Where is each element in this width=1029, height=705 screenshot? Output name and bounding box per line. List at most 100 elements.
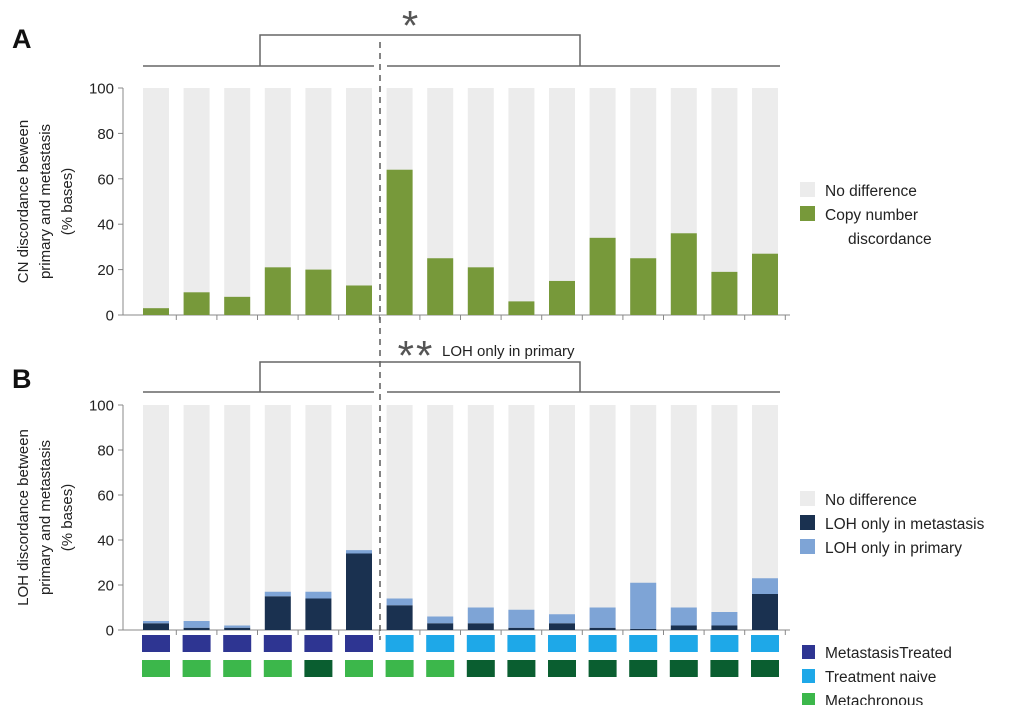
- annotation-synchronous-box: [548, 660, 576, 677]
- bar-cn-discordance: [467, 267, 494, 315]
- bar-loh-metastasis: [589, 627, 616, 630]
- annotation-naive-box: [710, 635, 739, 652]
- panel-label: A: [12, 24, 32, 54]
- panel-label: B: [12, 364, 32, 394]
- annotation-synchronous-box: [304, 660, 333, 677]
- annotation-legend-swatch: [802, 645, 815, 659]
- bar-cn-discordance: [589, 237, 616, 315]
- bar-cn-discordance: [752, 253, 778, 315]
- bar-no-difference: [427, 405, 454, 630]
- y-axis-label: LOH discordance between: [15, 429, 32, 606]
- bar-loh-primary: [305, 591, 332, 599]
- bar-loh-metastasis: [670, 625, 697, 630]
- annotation-synchronous-box: [669, 660, 698, 677]
- y-tick-label: 60: [97, 488, 114, 505]
- bar-loh-primary: [589, 607, 616, 628]
- y-tick-label: 20: [97, 578, 114, 595]
- bar-loh-metastasis: [752, 594, 778, 630]
- bar-loh-metastasis: [143, 623, 169, 630]
- legend-label: No difference: [825, 183, 917, 200]
- significance-marker: *: [402, 2, 418, 49]
- legend-label: LOH only in metastasis: [825, 516, 985, 533]
- legend-label: discordance: [848, 231, 932, 248]
- bar-loh-metastasis: [711, 625, 738, 630]
- legend-label: Copy number: [825, 207, 918, 224]
- y-tick-label: 20: [97, 262, 114, 279]
- annotation-synchronous-box: [710, 660, 739, 677]
- bar-cn-discordance: [670, 233, 697, 315]
- bar-loh-primary: [670, 607, 697, 626]
- bar-loh-primary: [711, 612, 738, 626]
- bar-no-difference: [386, 405, 413, 630]
- bar-loh-primary: [549, 614, 575, 624]
- annotation-naive-box: [466, 635, 495, 652]
- bar-cn-discordance: [508, 301, 535, 315]
- significance-bracket: [259, 34, 581, 66]
- bar-cn-discordance: [183, 292, 210, 315]
- annotation-treated-box: [223, 635, 252, 652]
- annotation-synchronous-box: [751, 660, 779, 677]
- bar-loh-primary: [467, 607, 494, 624]
- bar-no-difference: [467, 405, 494, 630]
- y-tick-label: 80: [97, 126, 114, 143]
- bar-loh-primary: [508, 609, 535, 628]
- y-tick-label: 40: [97, 533, 114, 550]
- bar-loh-primary: [183, 621, 210, 628]
- y-tick-label: 0: [106, 623, 114, 640]
- bar-cn-discordance: [427, 258, 454, 315]
- annotation-legend-label: Treatment naive: [825, 669, 936, 686]
- annotation-metachronous-box: [345, 660, 373, 677]
- bar-cn-discordance: [224, 296, 251, 315]
- bar-cn-discordance: [630, 258, 657, 315]
- y-tick-label: 40: [97, 217, 114, 234]
- bar-loh-primary: [630, 582, 657, 629]
- bar-loh-metastasis: [386, 605, 413, 630]
- annotation-treated-box: [142, 635, 170, 652]
- annotation-treated-box: [345, 635, 373, 652]
- y-axis-label: primary and metastasis: [37, 124, 54, 279]
- y-tick-label: 0: [106, 308, 114, 325]
- bar-no-difference: [183, 88, 210, 315]
- bar-loh-primary: [346, 550, 372, 554]
- annotation-treated-box: [182, 635, 211, 652]
- annotation-naive-box: [751, 635, 779, 652]
- bar-no-difference: [224, 405, 251, 630]
- bar-loh-metastasis: [183, 627, 210, 630]
- annotation-treated-box: [304, 635, 333, 652]
- annotation-metachronous-box: [263, 660, 292, 677]
- bar-loh-primary: [264, 591, 291, 597]
- bar-loh-primary: [752, 578, 778, 594]
- bar-cn-discordance: [711, 271, 738, 315]
- annotation-treated-box: [263, 635, 292, 652]
- annotation-metachronous-box: [385, 660, 414, 677]
- bar-no-difference: [143, 405, 169, 630]
- sample-annotation-tracks: MetastasisTreated Treatment naive Metachro…: [142, 635, 952, 705]
- bar-no-difference: [670, 405, 697, 630]
- bar-no-difference: [508, 405, 535, 630]
- annotation-legend-swatch: [802, 693, 815, 705]
- bar-loh-metastasis: [549, 623, 575, 630]
- bar-loh-metastasis: [346, 553, 372, 630]
- bar-loh-metastasis: [224, 627, 251, 630]
- bar-cn-discordance: [549, 280, 575, 315]
- bar-no-difference: [143, 88, 169, 315]
- y-axis-label: (% bases): [59, 484, 76, 552]
- significance-marker: **: [398, 332, 435, 379]
- bar-cn-discordance: [386, 169, 413, 315]
- annotation-synchronous-box: [629, 660, 658, 677]
- bar-no-difference: [549, 405, 575, 630]
- annotation-naive-box: [629, 635, 658, 652]
- significance-label: LOH only in primary: [442, 343, 575, 360]
- bar-no-difference: [711, 405, 738, 630]
- y-tick-label: 80: [97, 443, 114, 460]
- annotation-naive-box: [669, 635, 698, 652]
- annotation-synchronous-box: [588, 660, 617, 677]
- bar-loh-metastasis: [264, 596, 291, 630]
- panel-b-chart: B LOH discordance between primary and meta…: [12, 332, 985, 656]
- bar-loh-primary: [143, 621, 169, 624]
- annotation-metachronous-box: [223, 660, 252, 677]
- legend-swatch: [800, 206, 815, 221]
- bar-loh-metastasis: [305, 598, 332, 630]
- bar-cn-discordance: [346, 285, 372, 315]
